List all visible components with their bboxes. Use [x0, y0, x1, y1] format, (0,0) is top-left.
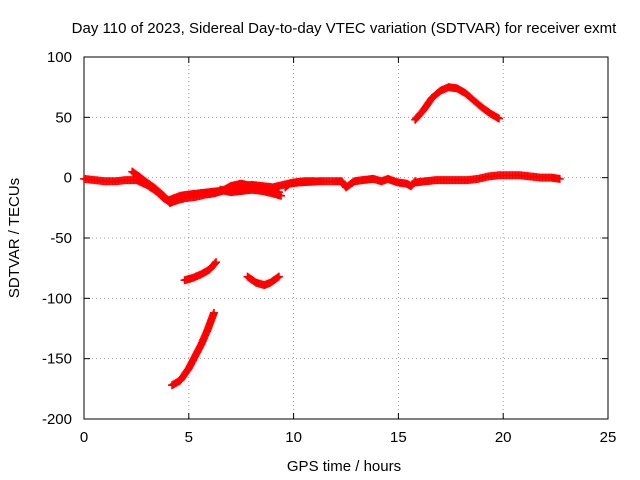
- y-tick-label: 0: [64, 170, 72, 187]
- plot-frame: [83, 56, 609, 420]
- data-point: [212, 258, 221, 267]
- x-tick-label: 25: [600, 429, 617, 446]
- y-tick-label: -50: [50, 230, 72, 247]
- series-segment-mid-left: [180, 258, 221, 285]
- x-tick-label: 5: [185, 429, 193, 446]
- x-tick-label: 0: [80, 429, 88, 446]
- series-segment-mid-right: [243, 272, 283, 290]
- y-axis-label: SDTVAR / TECUs: [6, 178, 23, 298]
- y-tick-label: 50: [55, 109, 72, 126]
- series-arc-positive: [411, 83, 504, 124]
- data-point: [495, 114, 504, 123]
- y-tick-label: 100: [47, 49, 72, 66]
- x-tick-labels: 0 5 10 15 20 25: [80, 429, 617, 446]
- data-point: [209, 308, 218, 317]
- y-tick-label: -200: [42, 411, 72, 428]
- x-tick-label: 15: [390, 429, 407, 446]
- series-segment-low: [168, 308, 218, 390]
- series-evening-band: [411, 171, 564, 187]
- x-tick-label: 10: [285, 429, 302, 446]
- data-marks: [80, 83, 564, 390]
- data-point: [211, 259, 219, 268]
- data-point: [274, 272, 283, 281]
- series-main-band-c: [216, 185, 286, 200]
- y-tick-label: -150: [42, 351, 72, 368]
- chart-title: Day 110 of 2023, Sidereal Day-to-day VTE…: [72, 20, 617, 37]
- gridlines: [84, 57, 608, 419]
- x-tick-label: 20: [495, 429, 512, 446]
- data-point: [277, 191, 286, 200]
- series-main-band-a: [80, 174, 319, 205]
- y-tick-labels: -200 -150 -100 -50 0 50 100: [42, 49, 72, 428]
- axis-ticks: [83, 56, 609, 420]
- x-axis-label: GPS time / hours: [287, 458, 401, 475]
- data-point: [273, 273, 282, 282]
- y-tick-label: -100: [42, 290, 72, 307]
- series-mid-segments: [281, 174, 420, 192]
- data-point: [555, 174, 564, 183]
